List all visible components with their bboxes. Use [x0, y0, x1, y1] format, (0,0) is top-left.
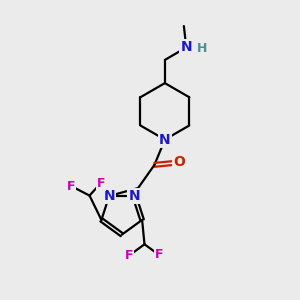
Text: N: N	[159, 133, 171, 147]
Text: F: F	[154, 248, 163, 261]
Text: F: F	[97, 177, 105, 190]
Text: F: F	[67, 179, 75, 193]
Text: O: O	[173, 155, 185, 170]
Text: H: H	[196, 42, 207, 56]
Text: N: N	[180, 40, 192, 55]
Text: N: N	[128, 189, 140, 203]
Text: F: F	[125, 249, 133, 262]
Text: N: N	[103, 189, 115, 203]
